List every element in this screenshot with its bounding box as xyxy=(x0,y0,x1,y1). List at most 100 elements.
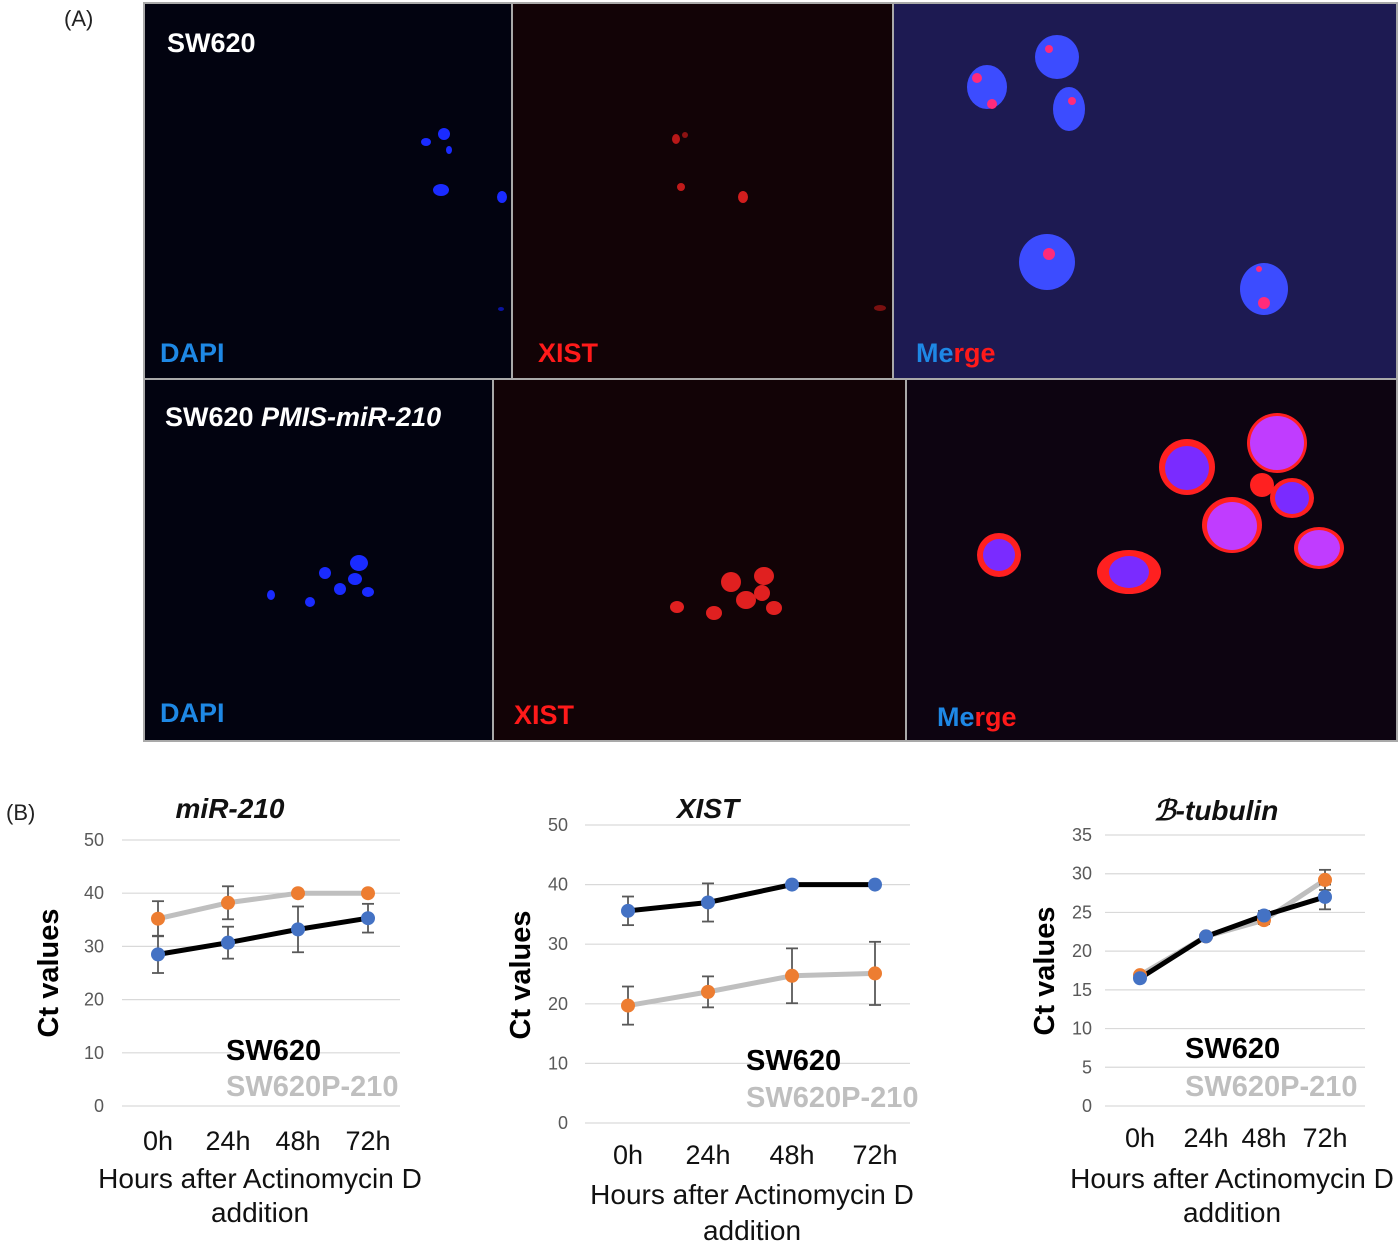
pmis-title-plain: SW620 xyxy=(165,402,262,432)
pmis-title-italic: PMIS-miR-210 xyxy=(261,402,442,432)
y-tick-label: 15 xyxy=(1072,980,1092,1000)
y-tick-label: 50 xyxy=(548,815,568,835)
y-tick-label: 30 xyxy=(548,934,568,954)
y-tick-label: 30 xyxy=(1072,864,1092,884)
merge-label-red-part: rge xyxy=(974,702,1017,732)
x-tick-label: 0h xyxy=(1125,1123,1155,1153)
x-tick-label: 48h xyxy=(1241,1123,1286,1153)
chart-xist: XIST 0 10 20 30 40 50 0h 24h 48h 72h Ct values Hours… xyxy=(505,793,919,1246)
data-point-sw620 xyxy=(361,911,375,926)
x-axis-label-line2: addition xyxy=(211,1197,309,1228)
data-point-sw620p-210 xyxy=(785,968,799,983)
y-tick-label: 20 xyxy=(84,990,104,1010)
data-point-sw620p-210 xyxy=(868,966,882,981)
y-tick-label: 10 xyxy=(84,1043,104,1063)
y-tick-label: 35 xyxy=(1072,825,1092,845)
data-point-sw620 xyxy=(1199,929,1213,944)
data-point-sw620 xyxy=(221,935,235,950)
x-tick-label: 72h xyxy=(345,1126,390,1156)
xist-label: XIST xyxy=(538,338,599,368)
y-tick-label: 40 xyxy=(548,875,568,895)
series-line-sw620 xyxy=(157,915,369,957)
y-tick-label: 20 xyxy=(1072,941,1092,961)
legend-entry-sw620: SW620 xyxy=(746,1045,841,1077)
micrograph-sw620-merge: Merge xyxy=(892,2,1398,380)
y-axis-label: Ct values xyxy=(1029,907,1061,1036)
data-point-sw620 xyxy=(785,877,799,892)
legend-entry-sw620: SW620 xyxy=(1185,1033,1280,1065)
data-point-sw620p-210 xyxy=(151,911,165,926)
y-tick-label: 0 xyxy=(94,1096,104,1116)
data-point-sw620 xyxy=(701,895,715,910)
merge-label-red-part: rge xyxy=(953,338,996,368)
y-tick-label: 10 xyxy=(548,1053,568,1073)
data-point-sw620 xyxy=(621,903,635,918)
x-axis-label: Hours after Actinomycin D xyxy=(590,1179,914,1210)
x-axis-label: Hours after Actinomycin D xyxy=(98,1163,422,1194)
x-tick-label: 72h xyxy=(1302,1123,1347,1153)
x-tick-label: 24h xyxy=(1183,1123,1228,1153)
y-tick-label: 10 xyxy=(1072,1019,1092,1039)
chart-title: XIST xyxy=(675,793,742,824)
xist-label: XIST xyxy=(514,700,575,730)
panel-a-label: (A) xyxy=(64,6,94,31)
y-tick-label: 20 xyxy=(548,994,568,1014)
data-point-sw620 xyxy=(291,922,305,937)
dapi-label: DAPI xyxy=(160,338,225,368)
x-axis-label: Hours after Actinomycin D xyxy=(1070,1163,1394,1194)
legend-entry-sw620: SW620 xyxy=(226,1035,321,1067)
x-tick-label: 72h xyxy=(852,1140,897,1170)
data-point-sw620p-210 xyxy=(221,895,235,910)
micrograph-sw620-xist: XIST xyxy=(511,2,894,380)
series-line-sw620p-210 xyxy=(157,890,368,922)
data-point-sw620 xyxy=(1318,889,1332,904)
data-point-sw620 xyxy=(1133,971,1147,986)
merge-label-blue-part: Me xyxy=(937,702,975,732)
series-line-sw620 xyxy=(627,882,875,914)
y-tick-label: 30 xyxy=(84,936,104,956)
merge-label: Merge xyxy=(916,338,996,369)
data-point-sw620p-210 xyxy=(291,886,305,901)
y-axis-label: Ct values xyxy=(33,909,65,1038)
y-axis-label: Ct values xyxy=(505,911,537,1040)
x-tick-label: 24h xyxy=(205,1126,250,1156)
x-tick-label: 48h xyxy=(769,1140,814,1170)
dapi-label: DAPI xyxy=(160,698,225,728)
x-tick-label: 0h xyxy=(143,1126,173,1156)
x-axis-label-line2: addition xyxy=(703,1215,801,1246)
series-line-sw620 xyxy=(1138,894,1326,981)
y-tick-label: 0 xyxy=(1082,1096,1092,1116)
sw620-title: SW620 xyxy=(167,28,256,58)
x-tick-label: 48h xyxy=(275,1126,320,1156)
legend-entry-sw620p-210: SW620P-210 xyxy=(226,1071,399,1103)
legend-entry-sw620p-210: SW620P-210 xyxy=(1185,1071,1358,1103)
panel-b-label: (B) xyxy=(6,800,36,825)
x-tick-label: 24h xyxy=(685,1140,730,1170)
data-point-sw620 xyxy=(868,877,882,892)
chart-title: miR-210 xyxy=(176,793,285,824)
micrograph-sw620-dapi: SW620 DAPI xyxy=(143,2,513,380)
y-tick-label: 5 xyxy=(1082,1057,1092,1077)
pmis-title: SW620 PMIS-miR-210 xyxy=(165,402,441,433)
merge-label: Merge xyxy=(937,702,1017,733)
series-line-sw620p-210 xyxy=(627,970,876,1009)
data-point-sw620p-210 xyxy=(1318,872,1332,887)
x-tick-label: 0h xyxy=(613,1140,643,1170)
micrograph-pmis-xist: XIST xyxy=(492,378,907,742)
y-tick-label: 25 xyxy=(1072,902,1092,922)
micrograph-pmis-dapi: SW620 PMIS-miR-210 DAPI xyxy=(143,378,494,742)
x-axis-label-line2: addition xyxy=(1183,1197,1281,1228)
data-point-sw620 xyxy=(151,947,165,962)
chart-title: ℬ-tubulin xyxy=(1154,795,1279,826)
merge-label-blue-part: Me xyxy=(916,338,954,368)
data-point-sw620p-210 xyxy=(701,984,715,999)
chart-mir210: miR-210 0 10 20 30 40 50 0h 24h 48h 72h Ct values Ho… xyxy=(33,793,422,1228)
y-tick-label: 0 xyxy=(558,1113,568,1133)
y-tick-label: 40 xyxy=(84,883,104,903)
legend-entry-sw620p-210: SW620P-210 xyxy=(746,1082,919,1114)
data-point-sw620p-210 xyxy=(621,998,635,1013)
data-point-sw620 xyxy=(1257,908,1271,923)
data-point-sw620p-210 xyxy=(361,886,375,901)
y-tick-label: 50 xyxy=(84,830,104,850)
micrograph-pmis-merge: Merge xyxy=(905,378,1398,742)
